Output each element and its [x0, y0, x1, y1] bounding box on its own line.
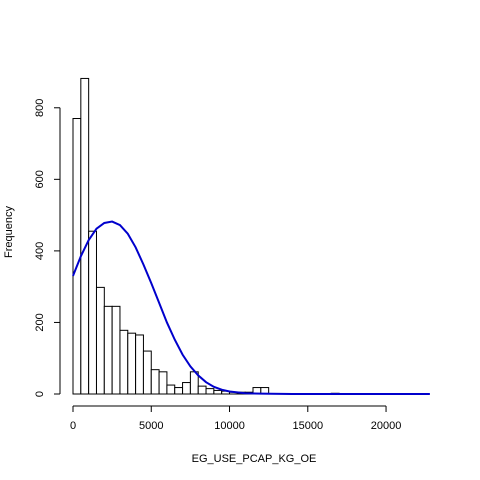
histogram-bar: [142, 350, 152, 395]
histogram-bars: [72, 77, 340, 395]
density-curve-group: [72, 220, 430, 395]
histogram-bar: [103, 305, 113, 395]
histogram-bar: [88, 230, 97, 395]
histogram-bar: [80, 77, 90, 395]
histogram-bar: [213, 389, 223, 395]
histogram-bar: [127, 332, 137, 395]
x-axis-title: EG_USE_PCAP_KG_OE: [192, 453, 317, 465]
x-tick-label: 5000: [139, 420, 163, 432]
histogram-bar: [135, 334, 144, 395]
histogram-bar: [158, 371, 168, 395]
histogram-bar: [166, 384, 176, 395]
density-curve: [72, 220, 430, 395]
x-tick-label: 20000: [371, 420, 402, 432]
y-tick-label: 200: [34, 313, 46, 331]
histogram-bar: [182, 382, 191, 395]
y-axis-title: Frequency: [3, 206, 15, 258]
histogram-bar: [150, 369, 160, 395]
histogram-bar: [205, 388, 215, 395]
y-tick-label: 400: [34, 242, 46, 260]
histogram-bar: [72, 118, 82, 395]
histogram-bar: [174, 387, 184, 395]
y-axis: 0 200 400 600 800: [34, 99, 61, 397]
histogram-bar: [111, 305, 121, 395]
x-axis: 0 5000 10000 15000 20000: [70, 405, 402, 432]
x-tick-label: 15000: [292, 420, 323, 432]
histogram-bar: [95, 286, 105, 395]
x-tick-label: 10000: [214, 420, 245, 432]
y-tick-label: 0: [34, 391, 46, 397]
histogram-bar: [197, 385, 207, 395]
y-tick-label: 600: [34, 170, 46, 188]
histogram-bar: [119, 329, 129, 395]
x-tick-label: 0: [70, 420, 76, 432]
y-tick-label: 800: [34, 99, 46, 117]
